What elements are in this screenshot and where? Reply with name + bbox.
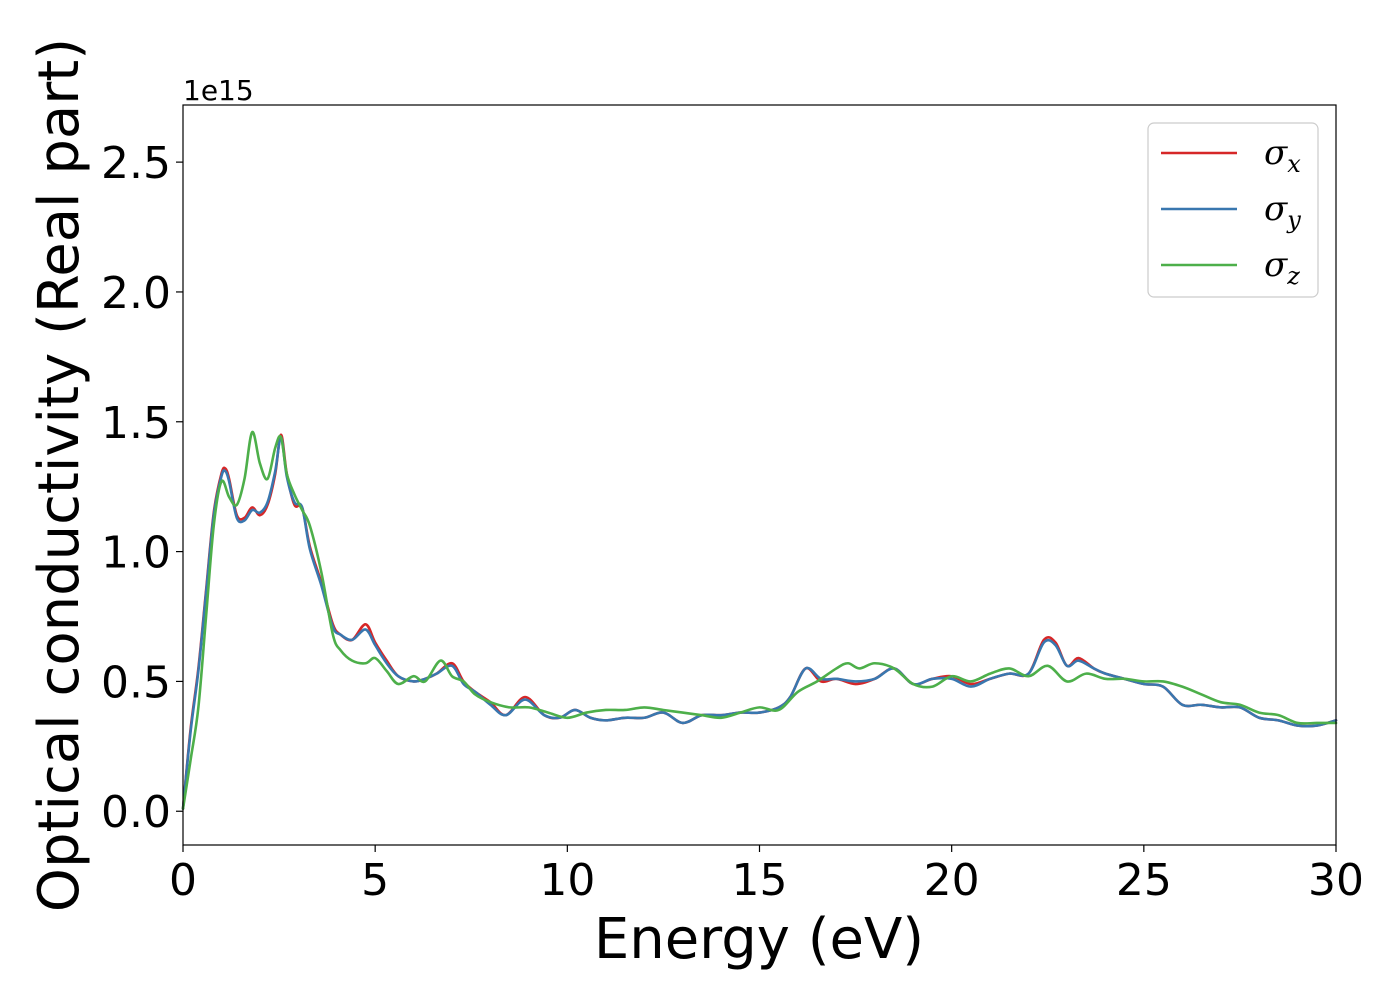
y-tick-label: 2.0 (101, 268, 171, 319)
legend-label-z: σz (1264, 245, 1300, 290)
y-tick-label: 2.5 (101, 138, 171, 189)
series-layer (181, 430, 1338, 810)
y-offset-label: 1e15 (183, 74, 254, 107)
x-tick-label: 0 (169, 855, 197, 906)
x-tick-label: 20 (924, 855, 980, 906)
legend-label-x: σx (1264, 133, 1301, 178)
legend-label-y: σy (1264, 189, 1301, 234)
x-axis: 0 5 10 15 20 25 30 (169, 845, 1364, 906)
y-axis-label: Optical conductivity (Real part) (27, 38, 92, 912)
x-axis-label: Energy (eV) (594, 907, 924, 972)
y-tick-label: 1.5 (101, 398, 171, 449)
x-tick-label: 30 (1308, 855, 1364, 906)
y-axis: 0.0 0.5 1.0 1.5 2.0 2.5 (101, 138, 183, 838)
y-tick-label: 1.0 (101, 528, 171, 579)
x-tick-label: 10 (539, 855, 595, 906)
y-tick-label: 0.0 (101, 787, 171, 838)
y-tick-label: 0.5 (101, 657, 171, 708)
series-line-z (181, 430, 1338, 810)
x-tick-label: 5 (361, 855, 389, 906)
x-tick-label: 15 (732, 855, 788, 906)
x-tick-label: 25 (1116, 855, 1172, 906)
series-line-y (181, 436, 1338, 810)
legend: σx σy σz (1147, 122, 1319, 298)
plot-area (183, 105, 1336, 845)
